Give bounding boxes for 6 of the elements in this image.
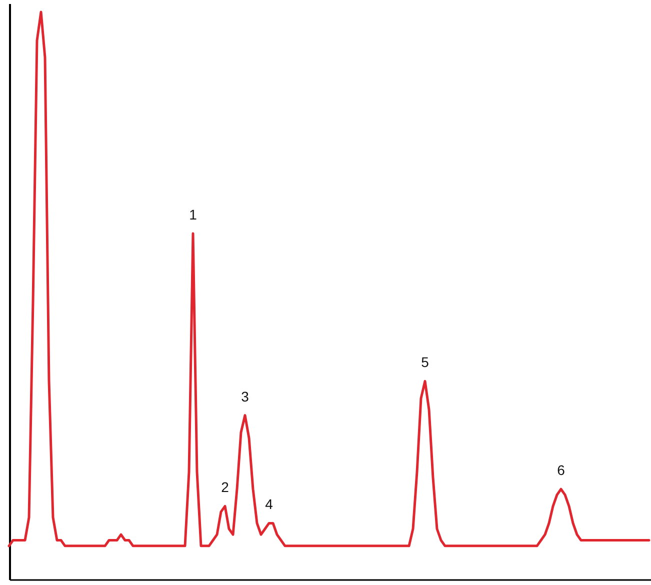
annotation: 1	[189, 206, 198, 223]
annotation: 6	[557, 462, 566, 478]
annotation: 3	[241, 388, 250, 404]
annotation: 4	[265, 496, 274, 512]
annotation: 5	[421, 354, 430, 370]
annotation: 2	[221, 479, 230, 496]
